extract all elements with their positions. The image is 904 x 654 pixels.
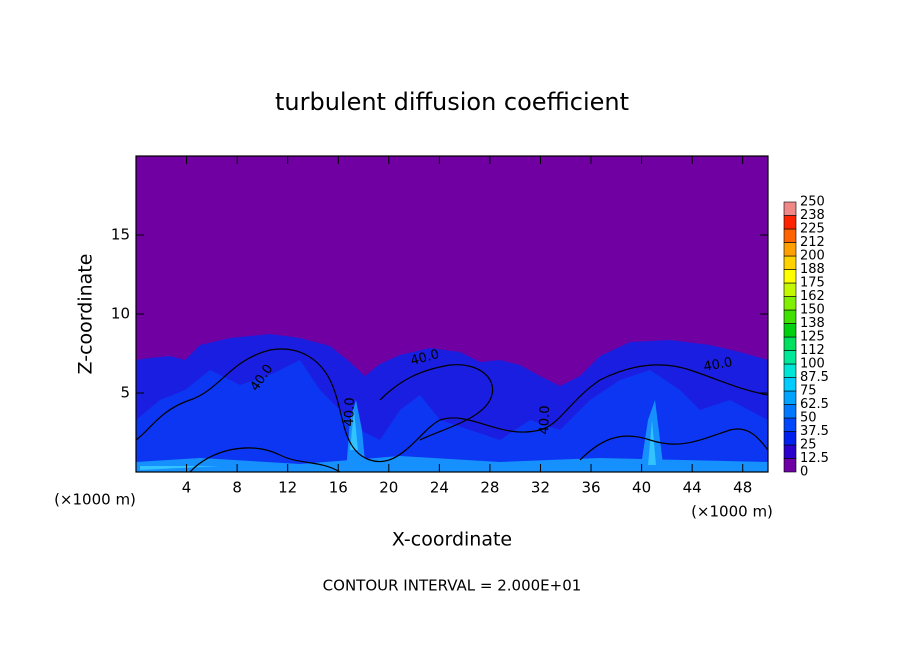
colorbar-label: 250 [800,195,825,210]
x-tick-label: 32 [531,479,550,497]
colorbar-swatch [783,282,797,297]
x-unit: (×1000 m) [691,503,773,521]
colorbar-swatch [783,444,797,459]
contour-line [379,364,494,441]
colorbar-swatch [783,363,797,378]
colorbar-swatch [783,201,797,216]
y-tick-label: 15 [111,226,130,244]
colorbar-swatch [783,242,797,257]
colorbar-label: 75 [800,384,817,399]
x-axis-label: X-coordinate [392,529,512,551]
colorbar-label: 200 [800,249,825,264]
x-tick-label: 36 [581,479,600,497]
colorbar-swatch [783,350,797,365]
colorbar-label: 50 [800,411,817,426]
colorbar-swatch [783,309,797,324]
colorbar-label: 212 [800,235,825,250]
y-tick-label: 5 [120,384,130,402]
colorbar-swatch [783,296,797,311]
x-tick-label: 20 [379,479,398,497]
strong-region [136,360,768,472]
chart-title: turbulent diffusion coefficient [275,88,629,116]
contour-line [189,447,341,472]
y-axis-label: Z-coordinate [75,254,97,375]
colorbar-swatch [783,417,797,432]
colorbar-label: 125 [800,330,825,345]
footer: CONTOUR INTERVAL = 2.000E+01 [323,577,582,595]
colorbar-swatch [783,323,797,338]
y-unit: (×1000 m) [54,491,136,509]
colorbar-swatch [783,431,797,446]
colorbar-label: 37.5 [800,424,829,439]
colorbar-label: 100 [800,357,825,372]
colorbar-swatch [783,228,797,243]
colorbar-swatch [783,458,797,473]
cyan-streak [136,400,768,472]
colorbar-label: 238 [800,208,825,223]
colorbar-label: 62.5 [800,397,829,412]
field [136,334,768,472]
colorbar-swatch [783,215,797,230]
contour-label: 40.0 [342,397,358,426]
colorbar-label: 12.5 [800,451,829,466]
colorbar-label: 87.5 [800,370,829,385]
x-tick-label: 4 [182,479,192,497]
x-tick-label: 40 [632,479,651,497]
contour-lines [136,348,768,472]
colorbar-swatch [783,404,797,419]
x-tick-label: 16 [329,479,348,497]
x-tick-label: 48 [733,479,752,497]
x-tick-label: 44 [683,479,702,497]
colorbar-swatch [783,255,797,270]
colorbar-swatch [783,336,797,351]
contour-line [136,348,768,463]
colorbar-label: 150 [800,303,825,318]
colorbar-swatch [783,269,797,284]
x-tick-label: 8 [232,479,242,497]
colorbar-swatch [783,390,797,405]
contour-label: 40.0 [537,405,553,434]
colorbar-label: 188 [800,262,825,277]
colorbar-label: 0 [800,465,808,480]
contour-line [579,428,768,461]
colorbar-label: 138 [800,316,825,331]
colorbar-label: 162 [800,289,825,304]
colorbar-label: 112 [800,343,825,358]
contour-label: 40.0 [702,355,733,375]
x-tick-label: 28 [480,479,499,497]
colorbar-label: 25 [800,438,817,453]
y-tick-label: 10 [111,305,130,323]
colorbar-swatch [783,377,797,392]
colorbar-label: 225 [800,222,825,237]
x-tick-label: 24 [430,479,449,497]
x-tick-label: 12 [278,479,297,497]
colorbar-label: 175 [800,276,825,291]
contour-label: 40.0 [409,347,441,369]
